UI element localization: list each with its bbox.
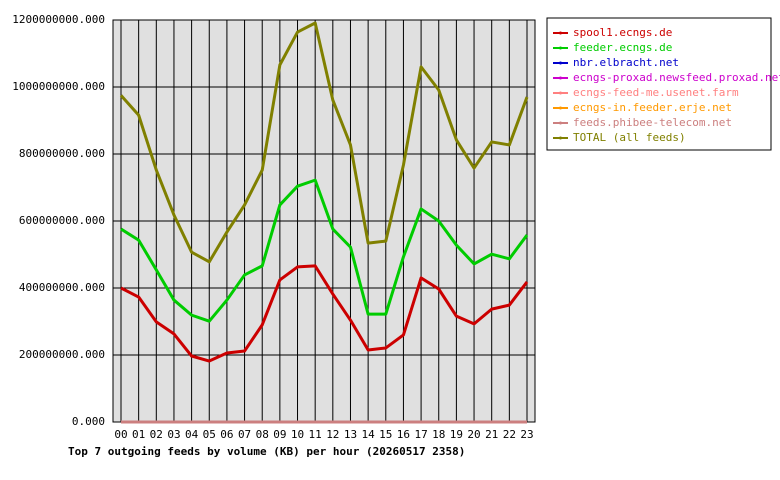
legend-swatch-dot xyxy=(559,91,562,95)
series-line xyxy=(120,264,529,363)
y-tick-label: 400000000.000 xyxy=(19,281,105,294)
legend-swatch-dot xyxy=(559,76,562,80)
y-tick-label: 800000000.000 xyxy=(19,147,105,160)
x-tick-label: 05 xyxy=(203,428,216,441)
x-tick-label: 15 xyxy=(379,428,392,441)
chart-title: Top 7 outgoing feeds by volume (KB) per … xyxy=(68,445,465,458)
series-line xyxy=(120,178,529,323)
legend-swatch-dot xyxy=(559,61,562,65)
legend xyxy=(546,17,772,151)
x-tick-label: 13 xyxy=(344,428,357,441)
legend-label: feeder.ecngs.de xyxy=(573,41,672,54)
x-tick-label: 14 xyxy=(362,428,376,441)
legend-swatch-dot xyxy=(559,31,562,35)
legend-swatch-dot xyxy=(559,121,562,125)
x-tick-label: 22 xyxy=(503,428,516,441)
x-tick-label: 16 xyxy=(397,428,410,441)
x-tick-label: 12 xyxy=(326,428,339,441)
legend-label: ecngs-in.feeder.erje.net xyxy=(573,101,732,114)
x-tick-label: 07 xyxy=(238,428,251,441)
x-tick-label: 09 xyxy=(273,428,286,441)
legend-swatch-dot xyxy=(559,106,562,110)
x-tick-label: 06 xyxy=(220,428,233,441)
x-tick-label: 00 xyxy=(114,428,127,441)
legend-label: nbr.elbracht.net xyxy=(573,56,679,69)
legend-label: feeds.phibee-telecom.net xyxy=(573,116,732,129)
x-tick-label: 03 xyxy=(167,428,180,441)
x-tick-label: 20 xyxy=(467,428,480,441)
y-tick-label: 1000000000.000 xyxy=(12,80,105,93)
x-tick-label: 08 xyxy=(256,428,269,441)
x-tick-label: 17 xyxy=(414,428,427,441)
legend-label: TOTAL (all feeds) xyxy=(573,131,686,144)
y-tick-label: 600000000.000 xyxy=(19,214,105,227)
legend-swatch-dot xyxy=(559,46,562,50)
y-tick-label: 0.000 xyxy=(72,415,105,428)
x-tick-label: 04 xyxy=(185,428,199,441)
x-tick-label: 02 xyxy=(150,428,163,441)
series-line xyxy=(119,21,529,264)
x-tick-label: 01 xyxy=(132,428,145,441)
x-tick-label: 10 xyxy=(291,428,304,441)
x-tick-label: 18 xyxy=(432,428,445,441)
x-tick-label: 21 xyxy=(485,428,498,441)
legend-label: ecngs-feed-me.usenet.farm xyxy=(573,86,739,99)
legend-label: spool1.ecngs.de xyxy=(573,26,672,39)
x-tick-label: 23 xyxy=(520,428,533,441)
x-tick-label: 19 xyxy=(450,428,463,441)
y-tick-label: 1200000000.000 xyxy=(12,13,105,26)
y-tick-label: 200000000.000 xyxy=(19,348,105,361)
legend-label: ecngs-proxad.newsfeed.proxad.net xyxy=(573,71,780,84)
x-tick-label: 11 xyxy=(309,428,322,441)
legend-swatch-dot xyxy=(559,136,562,140)
